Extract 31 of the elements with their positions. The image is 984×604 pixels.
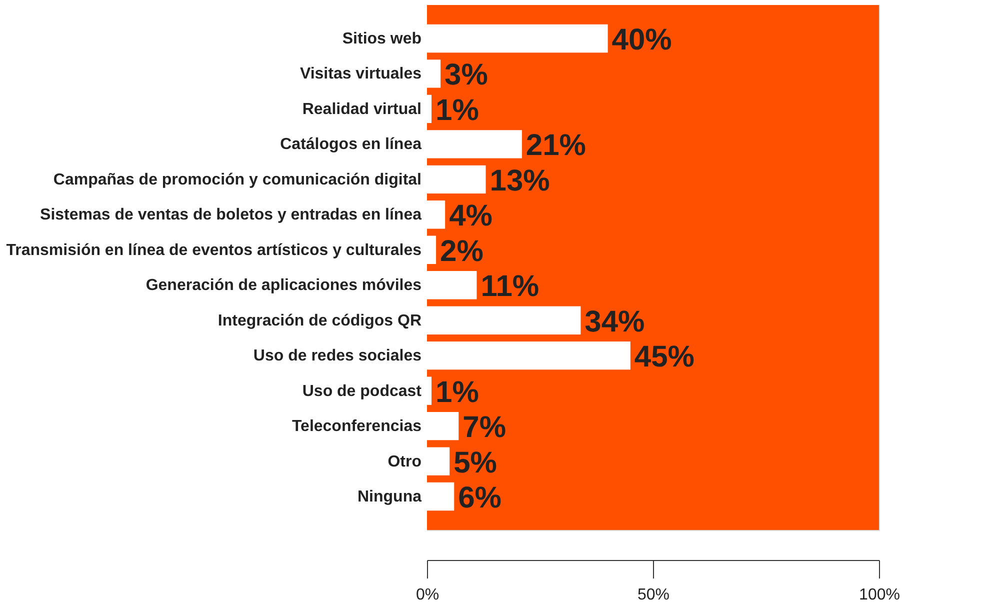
data-label: 13% <box>490 164 550 198</box>
x-tick-label: 50% <box>637 586 670 604</box>
y-tick-label: Sistemas de ventas de boletos y entradas en línea <box>40 206 422 224</box>
y-tick-label: Teleconferencias <box>292 418 422 436</box>
data-label: 6% <box>458 482 502 515</box>
y-tick-label: Uso de podcast <box>302 382 422 400</box>
data-label: 21% <box>526 129 586 162</box>
y-tick-label: Sitios web <box>342 30 422 48</box>
data-label: 40% <box>612 23 672 56</box>
data-label: 4% <box>449 200 492 233</box>
data-label: 45% <box>634 340 694 374</box>
data-label: 2% <box>440 234 484 268</box>
y-tick-label: Otro <box>388 453 422 470</box>
y-tick-label: Catálogos en línea <box>280 136 422 154</box>
y-tick-label: Realidad virtual <box>302 100 422 118</box>
data-label: 3% <box>444 58 488 92</box>
y-tick-label: Uso de redes sociales <box>253 348 422 365</box>
data-label: 7% <box>462 411 506 444</box>
data-label: 34% <box>584 305 645 338</box>
x-tick-label: 100% <box>859 586 900 604</box>
y-tick-label: Visitas virtuales <box>300 66 422 83</box>
y-tick-label: Transmisión en línea de eventos artísticos y culturales <box>6 242 422 259</box>
y-tick-label: Integración de códigos QR <box>218 312 422 330</box>
y-tick-label: Generación de aplicaciones móviles <box>146 277 422 294</box>
data-label: 1% <box>436 376 479 409</box>
data-label: 11% <box>480 270 540 304</box>
y-tick-label: Ninguna <box>358 488 422 506</box>
x-tick-label: 0% <box>416 586 440 604</box>
data-label: 5% <box>454 446 497 480</box>
y-tick-label: Campañas de promoción y comunicación digital <box>53 171 422 188</box>
data-label: 1% <box>436 94 479 127</box>
